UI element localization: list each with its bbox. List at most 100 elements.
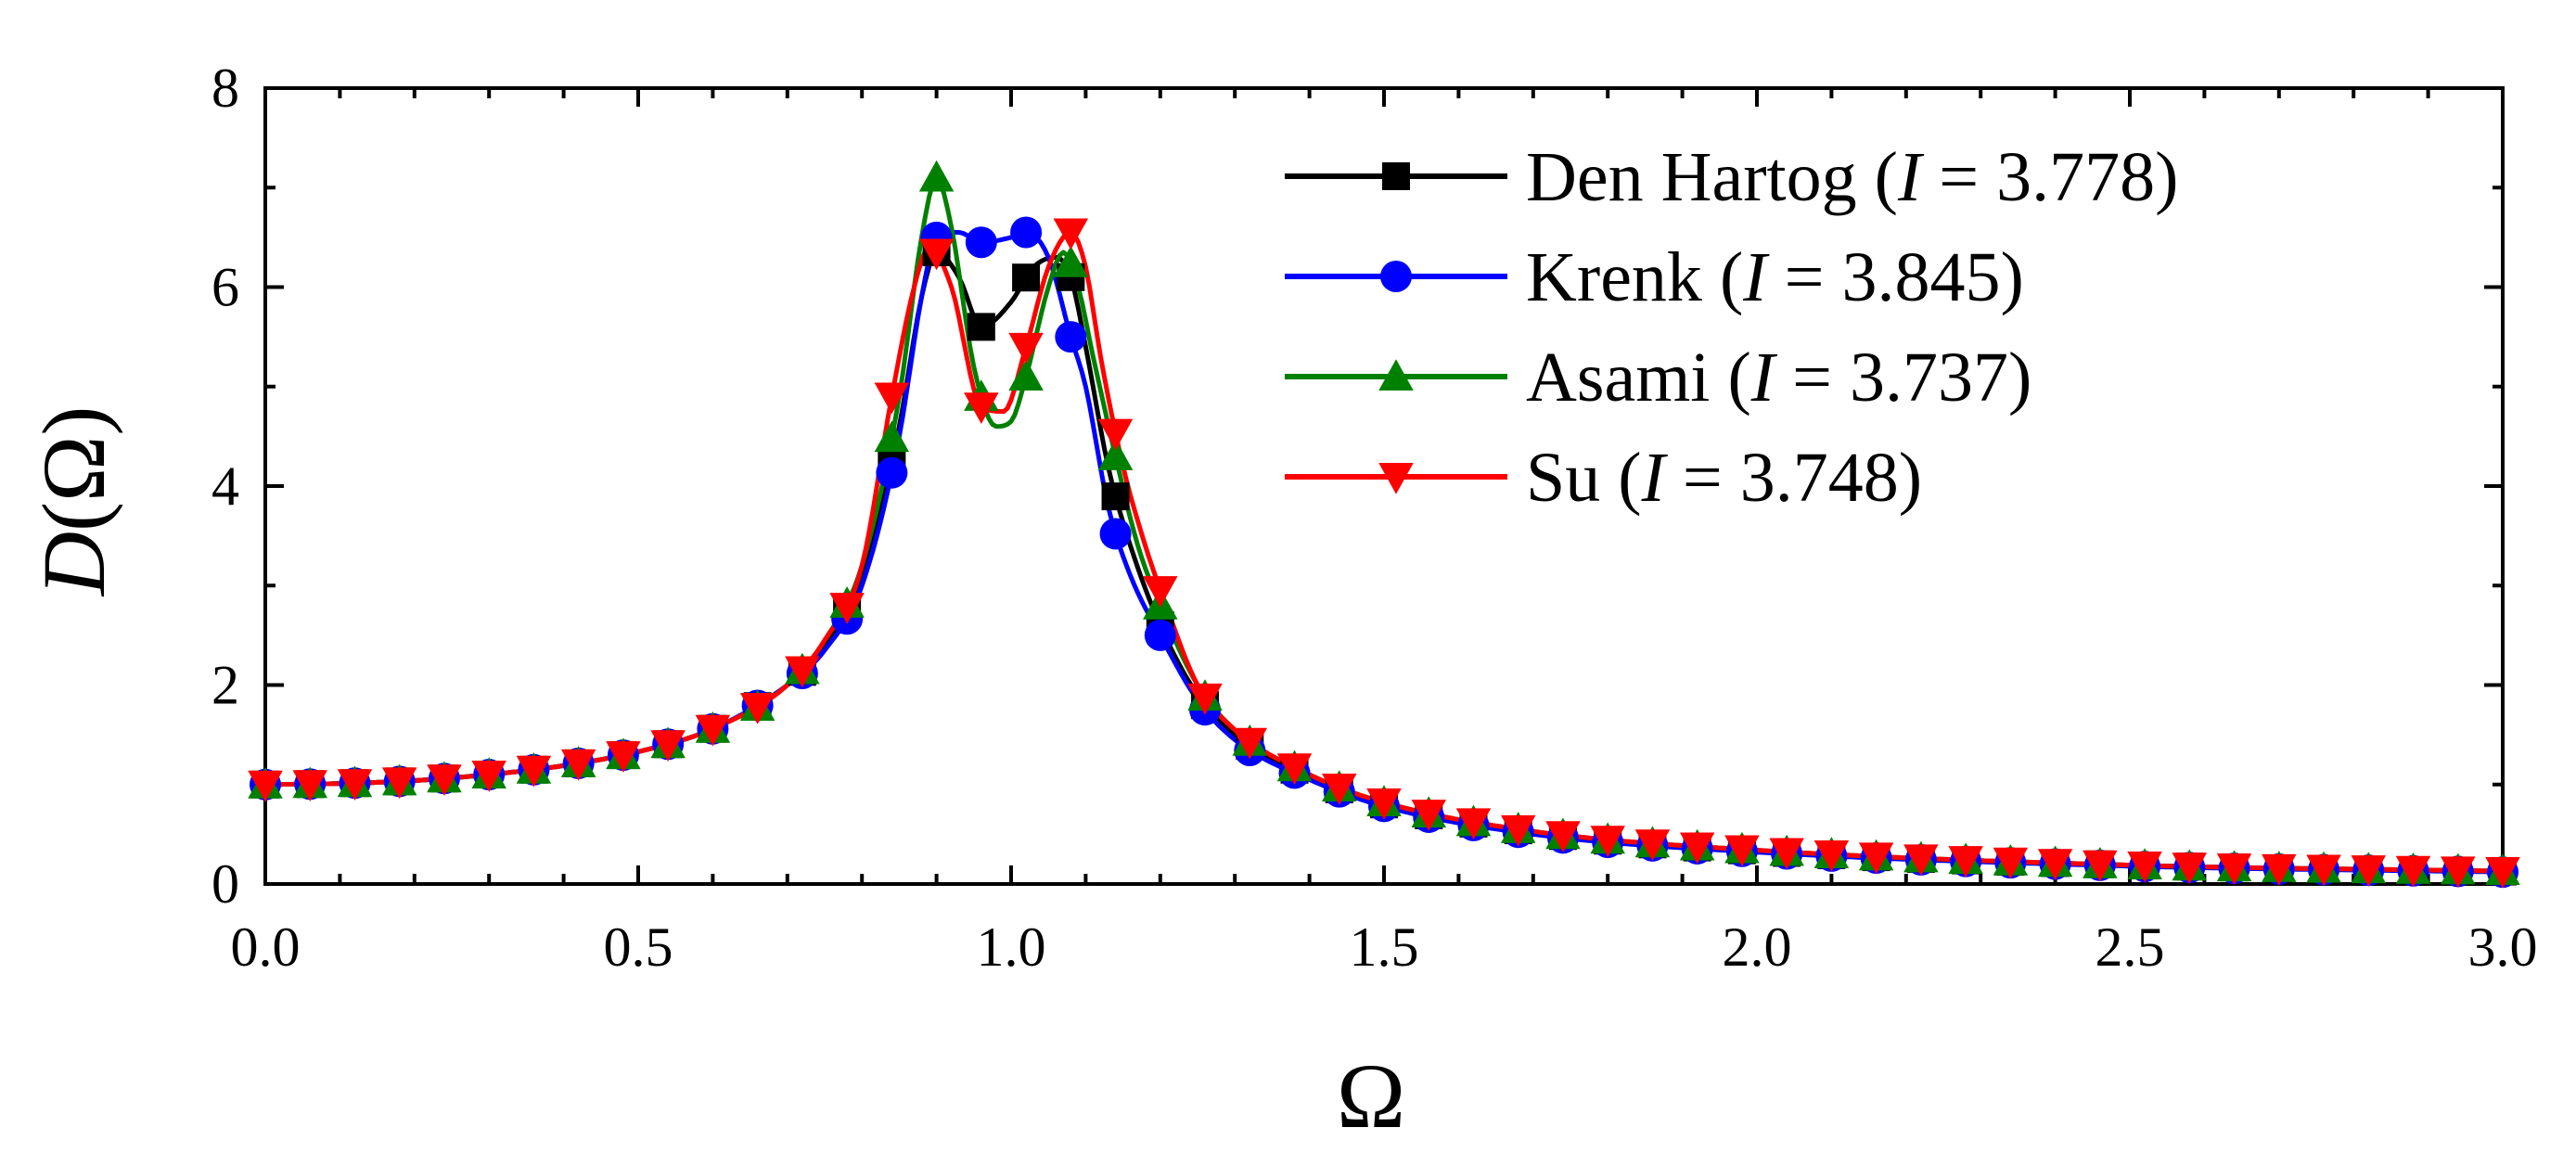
data-point-su: [650, 730, 686, 762]
data-point-su: [606, 741, 641, 773]
data-point-su: [1679, 832, 1715, 865]
legend-index-symbol: I: [1641, 439, 1669, 517]
x-axis-ticks: 0.0 0.5 1.0 1.5 2.0 2.5 3.0: [231, 88, 2538, 978]
data-point-su: [471, 761, 506, 792]
y-axis-ticks: 0 2 4 6 8: [211, 58, 2503, 915]
series-line-krenk: [264, 230, 2503, 875]
legend-item-su: Su (I = 3.748): [1285, 439, 1922, 517]
data-point-asami: [918, 160, 955, 192]
data-point-su: [2172, 852, 2208, 884]
data-point-su: [427, 764, 462, 797]
data-point-krenk: [876, 456, 908, 489]
legend: Den Hartog (I = 3.778) Krenk (I = 3.845) A…: [1285, 138, 2178, 517]
data-point-su: [1858, 842, 1894, 875]
legend-label: Asami (I = 3.737): [1526, 339, 2031, 416]
data-point-su: [874, 382, 910, 415]
x-tick-label: 1.5: [1350, 916, 1419, 978]
data-point-su: [516, 755, 552, 788]
y-axis-title-variable: D: [24, 532, 123, 597]
legend-index-value: 3.737: [1850, 339, 2008, 416]
data-point-su: [381, 767, 417, 800]
data-point-su: [1993, 847, 2029, 879]
data-point-su: [785, 656, 820, 688]
data-point-krenk: [1010, 216, 1043, 249]
data-point-asami: [1097, 439, 1134, 470]
data-point-su: [1545, 821, 1581, 853]
legend-item-den-hartog: Den Hartog (I = 3.778): [1285, 138, 2178, 216]
x-tick-label: 1.0: [977, 916, 1046, 978]
data-point-su: [695, 714, 731, 747]
data-point-krenk: [1099, 518, 1132, 550]
data-point-su: [2485, 857, 2520, 889]
legend-index-value: 3.748: [1740, 439, 1899, 517]
data-point-su: [2306, 854, 2341, 887]
data-point-den-hartog: [1012, 263, 1041, 292]
series-markers: [248, 160, 2520, 889]
legend-series-name: Krenk: [1526, 238, 1702, 316]
data-point-su: [1143, 576, 1178, 608]
data-point-den-hartog: [1101, 482, 1130, 511]
legend-marker: [1380, 261, 1412, 292]
data-point-su: [2216, 853, 2252, 885]
legend-marker: [1378, 463, 1414, 494]
x-tick-label: 2.5: [2095, 916, 2165, 978]
series-markers-su: [248, 218, 2520, 889]
y-tick-label: 0: [211, 853, 239, 915]
data-point-su: [829, 593, 865, 624]
legend-label: Su (I = 3.748): [1526, 439, 1922, 517]
data-point-den-hartog: [967, 313, 995, 341]
legend-index-value: 3.845: [1841, 238, 2000, 316]
x-axis-title: Ω: [1337, 1044, 1405, 1147]
data-point-su: [1097, 418, 1134, 451]
data-point-su: [1948, 846, 1983, 878]
data-point-su: [1187, 683, 1223, 715]
data-point-su: [1590, 826, 1625, 858]
y-axis-title: D(Ω): [24, 406, 123, 598]
data-point-su: [1500, 814, 1536, 847]
data-point-asami: [1008, 359, 1044, 391]
data-point-su: [1322, 774, 1357, 805]
legend-label: Den Hartog (I = 3.778): [1526, 138, 2178, 216]
data-point-su: [918, 238, 955, 271]
data-point-krenk: [1144, 619, 1176, 651]
legend-index-symbol: I: [1742, 238, 1770, 316]
legend-series-name: Asami: [1526, 339, 1710, 416]
legend-item-krenk: Krenk (I = 3.845): [1285, 238, 2024, 316]
data-point-su: [2127, 852, 2162, 883]
y-tick-label: 4: [211, 455, 239, 517]
data-point-su: [1455, 808, 1492, 840]
data-point-krenk: [965, 226, 997, 259]
data-point-su: [1813, 840, 1850, 872]
legend-series-name: Su: [1526, 439, 1600, 517]
data-point-su: [964, 392, 999, 424]
data-point-asami: [1053, 245, 1089, 277]
y-tick-label: 2: [211, 655, 239, 716]
data-point-su: [1008, 332, 1044, 365]
legend-marker: [1382, 162, 1410, 190]
data-point-su: [337, 769, 373, 801]
data-point-su: [1276, 753, 1313, 786]
data-point-su: [1724, 835, 1760, 867]
legend-series-name: Den Hartog: [1526, 138, 1857, 216]
data-point-su: [1634, 829, 1671, 862]
data-point-su: [1903, 844, 1939, 877]
data-point-su: [2083, 850, 2118, 882]
legend-label: Krenk (I = 3.845): [1526, 238, 2024, 316]
x-tick-label: 0.0: [231, 916, 301, 978]
legend-index-symbol: I: [1750, 339, 1778, 416]
data-point-su: [1053, 218, 1089, 250]
legend-index-value: 3.778: [1996, 138, 2155, 216]
x-tick-label: 3.0: [2468, 916, 2538, 978]
x-tick-label: 0.5: [604, 916, 673, 978]
data-point-asami: [874, 420, 910, 453]
data-point-su: [2351, 855, 2387, 887]
plot-area: 0.0 0.5 1.0 1.5 2.0 2.5 3.0 0 2 4 6 8: [211, 58, 2538, 978]
legend-index-symbol: I: [1897, 138, 1925, 216]
data-point-su: [2037, 849, 2073, 881]
legend-marker: [1378, 359, 1414, 391]
y-tick-label: 8: [211, 58, 239, 119]
data-point-su: [2395, 855, 2431, 888]
data-point-su: [248, 770, 283, 802]
data-point-su: [560, 749, 596, 781]
